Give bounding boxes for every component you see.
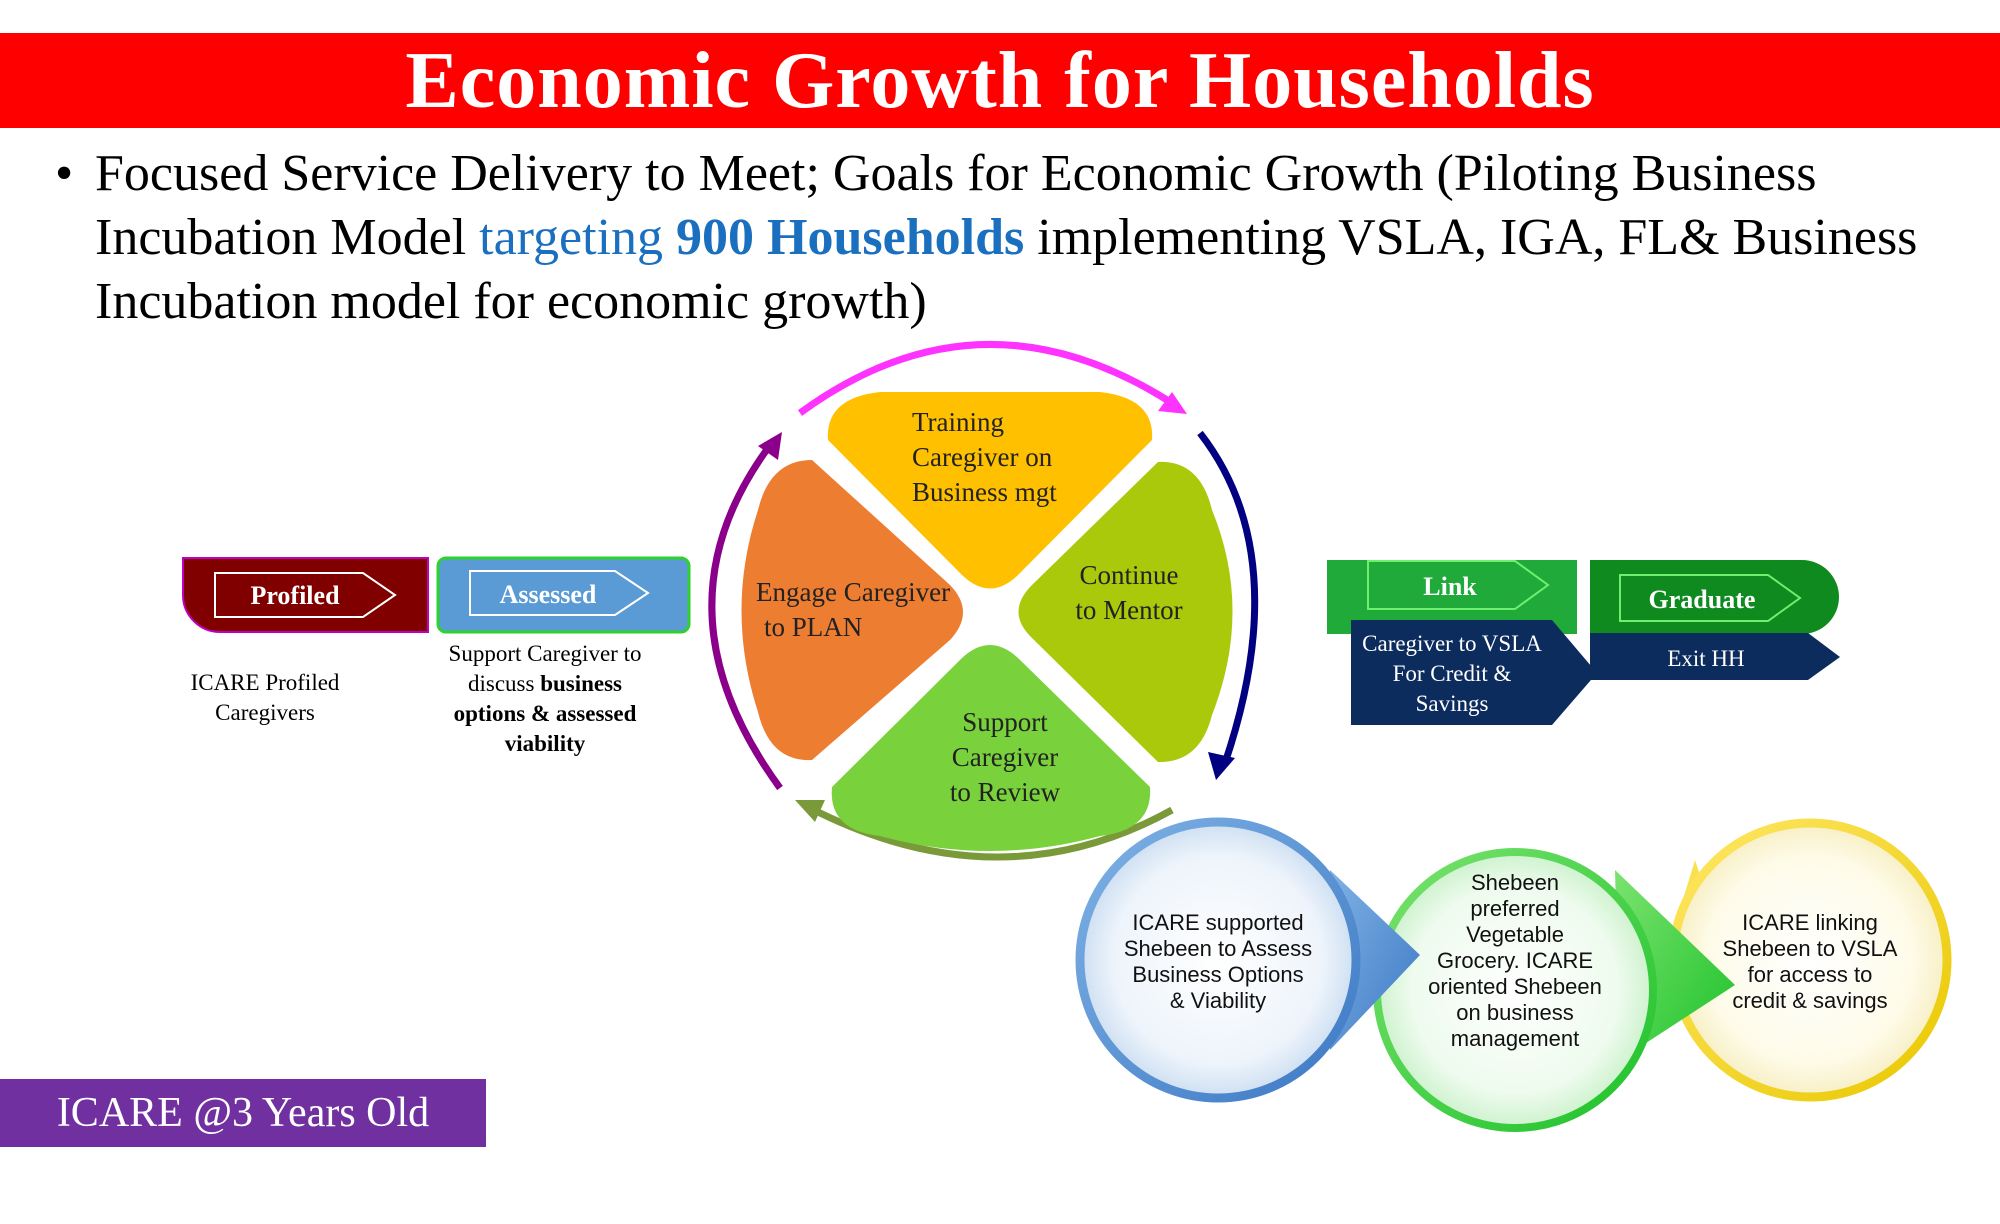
bubble-green-text: Shebeen preferred Vegetable Grocery. ICA… [1395, 870, 1635, 1052]
profiled-caption-line1: ICARE Profiled [190, 670, 340, 695]
arrow-purple-head-icon [758, 432, 782, 460]
profiled-step: Profiled [182, 557, 429, 633]
bubble-blue [1075, 817, 1420, 1103]
bullet-text-households: 900 Households [676, 209, 1025, 266]
link-sub-shape [1351, 620, 1597, 725]
bubble-blue-line1: ICARE supported [1132, 910, 1304, 935]
assessed-caption-line2: discuss business [420, 669, 670, 699]
link-sub-line2: For Credit & [1393, 661, 1512, 686]
profiled-label: Profiled [250, 581, 340, 610]
graduate-sub-shape [1590, 633, 1840, 680]
graduate-chevron-icon [1619, 574, 1802, 622]
link-chevron-icon [1367, 560, 1550, 610]
bubble-green-line1: Shebeen [1470, 870, 1560, 895]
bubble-blue-circle [1075, 817, 1361, 1103]
graduate-label: Graduate [1649, 585, 1756, 614]
bubble-green-line2: preferred [1470, 896, 1560, 921]
bullet-text: Focused Service Delivery to Meet; Goals … [95, 142, 1975, 334]
profiled-caption-line2: Caregivers [215, 700, 315, 725]
assessed-caption: Support Caregiver to discuss business op… [420, 639, 670, 759]
bullet-text-targeting: targeting [479, 209, 677, 266]
graduate-step: Graduate Exit HH [1590, 560, 1840, 680]
mentor-line2: to Mentor [1075, 595, 1183, 625]
bubble-yellow-line4: credit & savings [1732, 988, 1888, 1013]
petal-training [827, 392, 1153, 589]
link-label: Link [1423, 572, 1477, 601]
arrow-magenta [797, 340, 1177, 416]
arrow-magenta-head-icon [1158, 392, 1187, 414]
graduate-sub: Exit HH [1667, 646, 1744, 671]
petal-plan [741, 460, 963, 761]
title-bar: Economic Growth for Households [0, 33, 2000, 128]
age-badge: ICARE @3 Years Old [0, 1079, 486, 1147]
assessed-step: Assessed [436, 556, 691, 634]
bubble-yellow-line2: Shebeen to VSLA [1722, 936, 1898, 961]
petal-training-text: Training Caregiver on Business mgt [912, 405, 1057, 510]
petal-review-text: Support Caregiver to Review [920, 705, 1090, 810]
bubble-green-line5: oriented Shebeen [1428, 974, 1602, 999]
bubble-blue-text: ICARE supported Shebeen to Assess Busine… [1098, 910, 1338, 1014]
assessed-caption-line4: viability [504, 731, 586, 756]
bubble-green-line3: Vegetable [1466, 922, 1564, 947]
petal-mentor [1018, 461, 1233, 763]
page-title: Economic Growth for Households [405, 36, 1595, 125]
assessed-caption-discuss: discuss [467, 671, 541, 696]
assessed-caption-line3: options & assessed [453, 701, 637, 726]
profiled-chevron-icon [214, 572, 397, 618]
plan-line2: to PLAN [764, 612, 863, 642]
bubble-blue-line2: Shebeen to Assess [1123, 936, 1313, 961]
bullet-text-part4: implementing VSLA, IGA, FL& Business Inc… [95, 209, 1918, 330]
arrow-purple [708, 445, 783, 791]
bubble-green [1373, 848, 1735, 1132]
assessed-chevron-icon [469, 570, 650, 616]
petal-review [831, 645, 1151, 851]
assessed-label: Assessed [500, 580, 597, 609]
training-line1: Training [912, 407, 1005, 437]
training-line3: Business mgt [912, 477, 1057, 507]
bubble-blue-line3: Business Options [1132, 962, 1304, 987]
bubble-yellow-text: ICARE linking Shebeen to VSLA for access… [1690, 910, 1930, 1014]
bullet-dot-icon: • [55, 145, 74, 202]
bullet-point: • Focused Service Delivery to Meet; Goal… [55, 142, 1975, 334]
bubble-green-line4: Grocery. ICARE [1436, 948, 1594, 973]
bubble-yellow-line1: ICARE linking [1742, 910, 1878, 935]
age-badge-label: ICARE @3 Years Old [56, 1090, 430, 1136]
review-line2: Caregiver [951, 742, 1059, 772]
mentor-line1: Continue [1079, 560, 1179, 590]
link-sub-line3: Savings [1416, 691, 1489, 716]
review-line1: Support [962, 707, 1048, 737]
training-line2: Caregiver on [912, 442, 1053, 472]
arrow-navy-head-icon [1208, 752, 1235, 780]
link-step: Link Caregiver to VSLA For Credit & Savi… [1327, 560, 1597, 725]
assessed-caption-business: business [540, 671, 623, 696]
arrow-olive-head-icon [795, 800, 825, 822]
bubble-blue-line4: & Viability [1169, 988, 1267, 1013]
arrow-navy [1197, 430, 1259, 765]
review-line3: to Review [949, 777, 1061, 807]
bullet-text-part1: Focused Service Delivery to Meet; Goals … [95, 145, 1817, 266]
petal-plan-text: Engage Caregiver to PLAN [756, 575, 950, 645]
profiled-caption: ICARE Profiled Caregivers [160, 668, 370, 728]
plan-line1: Engage Caregiver [756, 577, 951, 607]
petal-mentor-text: Continue to Mentor [1064, 558, 1194, 628]
link-sub-line1: Caregiver to VSLA [1362, 631, 1542, 656]
cycle-arrows [708, 340, 1259, 861]
bubble-green-line6: on business [1456, 1000, 1574, 1025]
bubble-green-line7: management [1450, 1026, 1580, 1051]
assessed-caption-line1: Support Caregiver to [448, 641, 642, 666]
bubble-yellow-line3: for access to [1747, 962, 1873, 987]
